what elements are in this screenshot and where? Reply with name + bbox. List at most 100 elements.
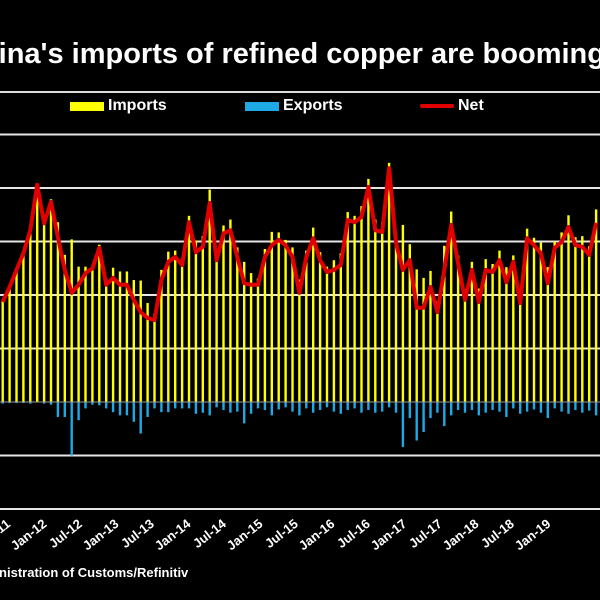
legend-imports: Imports [70, 97, 167, 115]
imports-bar [91, 265, 94, 402]
imports-bar [249, 273, 253, 402]
imports-bar [167, 251, 170, 402]
imports-bar [98, 244, 101, 402]
exports-bar [436, 402, 439, 413]
exports-bar [105, 402, 108, 409]
imports-bar [318, 252, 322, 402]
exports-bar [594, 402, 598, 416]
exports-bar [70, 402, 73, 456]
imports-bar [436, 301, 439, 402]
imports-bar [49, 199, 53, 402]
imports-bar [270, 231, 273, 402]
imports-bar [229, 219, 232, 402]
imports-bar [594, 209, 598, 402]
exports-bar [139, 402, 142, 434]
exports-bar [484, 402, 487, 413]
exports-bar [160, 402, 163, 413]
exports-bar [325, 402, 329, 408]
exports-bar [215, 402, 218, 408]
imports-bar [298, 279, 301, 402]
imports-bar [222, 225, 225, 402]
exports-bar [208, 402, 211, 416]
imports-bar [450, 211, 453, 402]
exports-bar [470, 402, 474, 411]
imports-bar [56, 222, 60, 402]
imports-bar [581, 236, 584, 402]
imports-bar [284, 239, 287, 402]
imports-bar [42, 221, 46, 402]
imports-bar [512, 255, 515, 402]
imports-bar [187, 215, 191, 402]
exports-bar [443, 402, 446, 427]
exports-bar [284, 402, 287, 408]
legend-swatch-net [420, 104, 454, 108]
exports-bar [229, 402, 232, 413]
imports-bar [291, 247, 294, 402]
imports-bar [429, 270, 432, 402]
exports-bar [243, 402, 246, 424]
imports-bar [353, 215, 356, 402]
imports-bar [146, 303, 149, 402]
exports-bar [422, 402, 425, 432]
exports-bar [360, 402, 363, 413]
exports-bar [98, 402, 101, 406]
imports-bar [553, 241, 556, 402]
exports-bar [525, 402, 529, 412]
exports-bar [539, 402, 543, 413]
legend-net: Net [420, 97, 484, 115]
imports-bar [525, 228, 529, 402]
imports-bar [470, 261, 474, 402]
exports-bar [56, 402, 60, 417]
exports-bar [118, 402, 122, 416]
imports-bar [194, 240, 198, 402]
imports-bar [111, 267, 115, 402]
exports-bar [277, 402, 280, 410]
imports-bar [401, 224, 405, 402]
net-line [0, 166, 599, 323]
imports-bar [201, 236, 204, 402]
exports-bar [29, 402, 32, 404]
imports-bar [277, 232, 280, 402]
imports-bar [394, 232, 398, 402]
imports-bar [8, 285, 11, 402]
exports-bar [353, 402, 356, 409]
imports-bar [63, 254, 66, 402]
exports-bar [512, 402, 515, 409]
imports-bar [477, 288, 480, 402]
imports-bar [139, 280, 142, 402]
exports-bar [263, 402, 267, 411]
exports-bar [1, 402, 4, 404]
exports-bar [450, 402, 453, 416]
imports-bar [312, 227, 315, 402]
imports-bar [408, 244, 411, 402]
imports-bar [36, 184, 39, 402]
imports-bar [560, 232, 563, 402]
imports-bar [29, 228, 32, 402]
imports-bar [574, 237, 577, 402]
exports-bar [49, 402, 53, 405]
legend-label-net: Net [458, 97, 484, 114]
exports-bar [408, 402, 411, 419]
legend-exports: Exports [245, 97, 343, 115]
exports-bar [553, 402, 556, 409]
exports-bar [505, 402, 508, 417]
imports-bar [1, 300, 4, 402]
exports-bar [415, 402, 418, 441]
exports-bar [477, 402, 480, 416]
imports-bar [105, 278, 108, 402]
exports-bar [132, 402, 135, 422]
exports-bar [387, 402, 391, 408]
imports-bar [243, 261, 246, 402]
exports-bar [15, 402, 18, 404]
imports-bar [174, 250, 177, 402]
imports-bar [443, 245, 446, 402]
imports-bar [339, 253, 342, 402]
imports-bar [491, 263, 494, 402]
exports-bar [498, 402, 501, 412]
legend-swatch-imports [70, 101, 104, 111]
exports-bar [429, 402, 432, 419]
exports-bar [187, 402, 191, 409]
exports-bar [77, 402, 80, 421]
